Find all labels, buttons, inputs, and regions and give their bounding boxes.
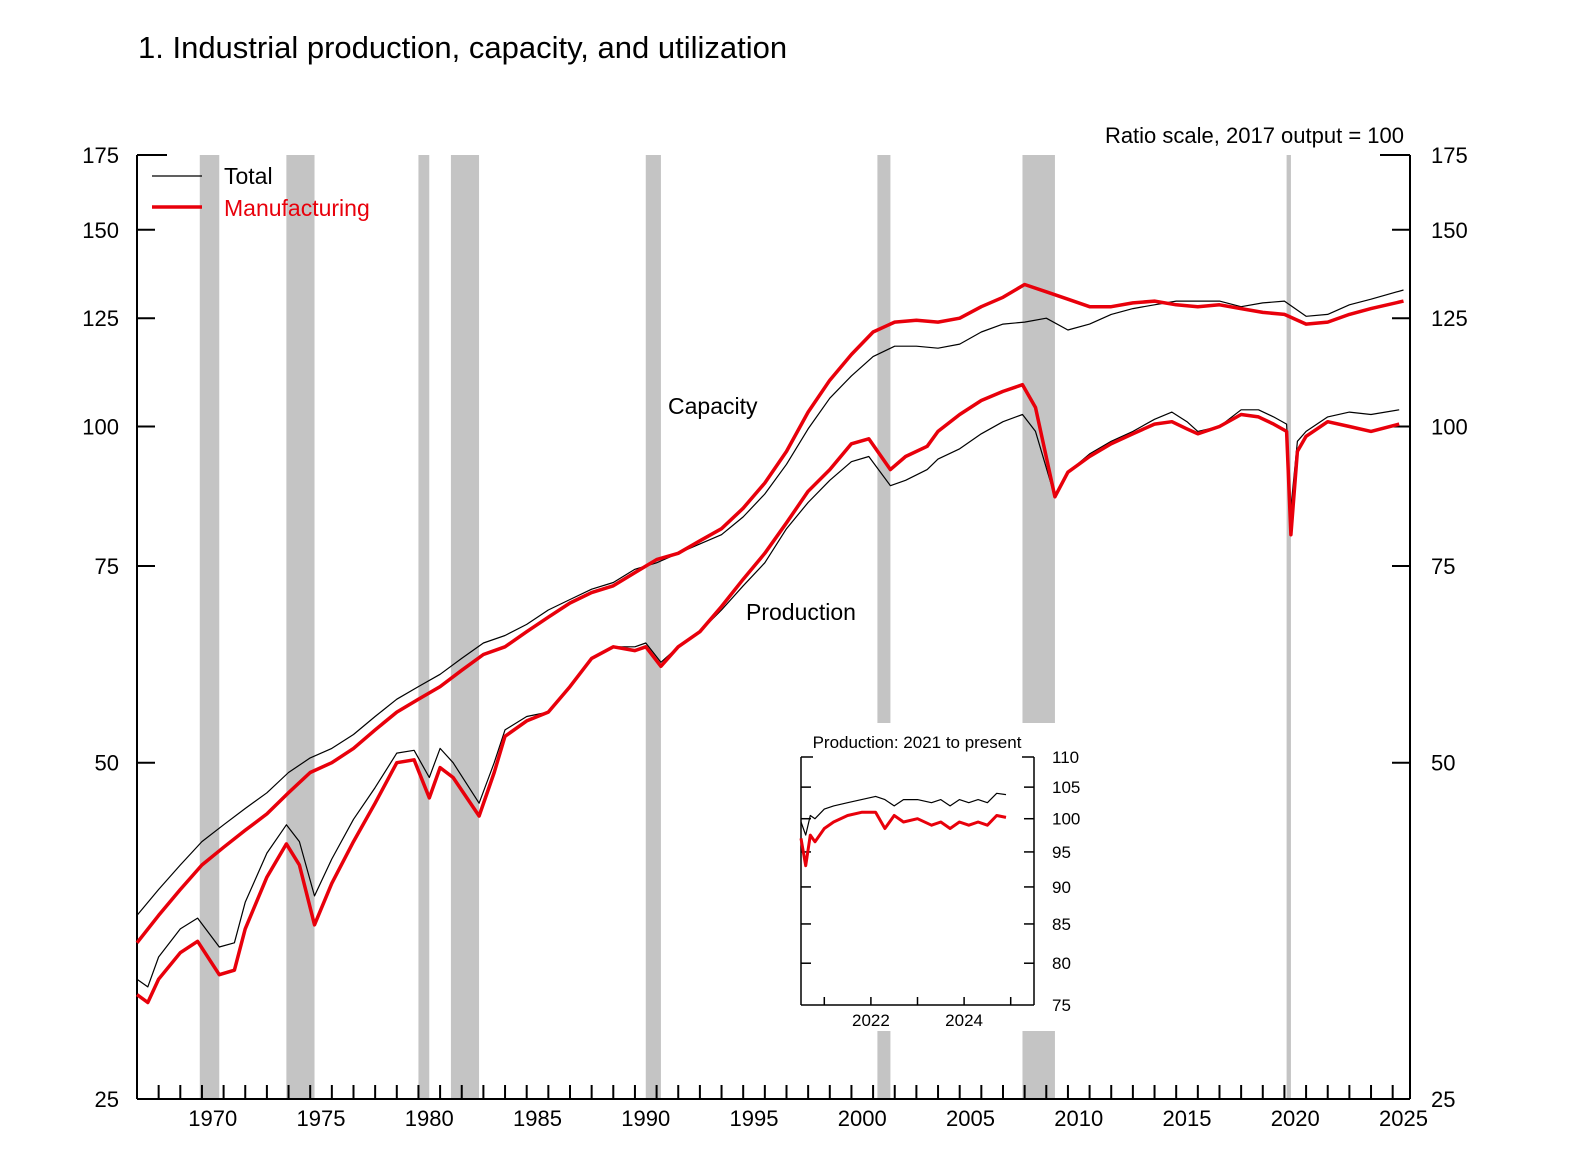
inset-title: Production: 2021 to present <box>813 733 1022 752</box>
x-tick-label: 1970 <box>188 1106 237 1131</box>
recession-bar <box>877 1031 891 1099</box>
y-tick-label-right: 50 <box>1431 751 1455 776</box>
inset-x-tick-label: 2022 <box>852 1011 890 1030</box>
recession-bar <box>1022 155 1055 723</box>
y-tick-label-right: 175 <box>1431 143 1468 168</box>
x-tick-label: 2015 <box>1163 1106 1212 1131</box>
annotation-production: Production <box>746 599 856 625</box>
recession-bar <box>1286 155 1291 1099</box>
recession-bar <box>418 155 430 1099</box>
inset-total-line <box>800 792 1007 836</box>
y-tick-label-right: 150 <box>1431 218 1468 243</box>
production-manufacturing-line <box>135 382 1400 1005</box>
y-tick-label-right: 100 <box>1431 414 1468 439</box>
x-tick-label: 2000 <box>838 1106 887 1131</box>
annotation-capacity: Capacity <box>668 393 758 419</box>
recession-bar <box>645 155 661 1099</box>
y-tick-label-left: 50 <box>95 751 119 776</box>
y-tick-label-right: 75 <box>1431 554 1455 579</box>
inset-y-tick-label: 100 <box>1052 810 1080 829</box>
inset-y-tick-label: 90 <box>1052 878 1071 897</box>
inset-y-tick-label: 110 <box>1052 748 1079 767</box>
inset-manufacturing-line <box>799 810 1007 868</box>
x-tick-label: 1980 <box>405 1106 454 1131</box>
y-tick-label-left: 150 <box>82 218 119 243</box>
recession-bar <box>450 155 480 1099</box>
y-tick-label-right: 125 <box>1431 306 1468 331</box>
x-tick-label: 2025 <box>1379 1106 1428 1131</box>
capacity-total-line <box>136 289 1404 916</box>
x-tick-label: 1990 <box>621 1106 670 1131</box>
x-tick-label: 2020 <box>1271 1106 1320 1131</box>
inset-x-tick-label: 2024 <box>945 1011 983 1030</box>
x-tick-label: 2005 <box>946 1106 995 1131</box>
inset-background <box>797 728 1059 1028</box>
capacity-manufacturing-line <box>135 282 1404 944</box>
recession-bar <box>877 155 891 723</box>
y-tick-label-left: 25 <box>95 1087 119 1112</box>
y-tick-label-left: 100 <box>82 414 119 439</box>
inset-y-tick-label: 85 <box>1052 915 1071 934</box>
x-tick-label: 1985 <box>513 1106 562 1131</box>
inset-y-tick-label: 95 <box>1052 843 1071 862</box>
x-tick-label: 2010 <box>1054 1106 1103 1131</box>
chart-title: 1. Industrial production, capacity, and … <box>138 30 788 65</box>
y-tick-label-right: 25 <box>1431 1087 1455 1112</box>
x-tick-label: 1995 <box>730 1106 779 1131</box>
y-tick-label-left: 75 <box>95 554 119 579</box>
recession-bar <box>1022 1031 1055 1099</box>
legend-label-manufacturing: Manufacturing <box>224 195 370 221</box>
recession-bar <box>286 155 315 1099</box>
inset-y-tick-label: 80 <box>1052 954 1071 973</box>
y-tick-label-left: 125 <box>82 306 119 331</box>
y-tick-label-left: 175 <box>82 143 119 168</box>
legend-label-total: Total <box>224 163 273 189</box>
inset-y-tick-label: 105 <box>1052 778 1080 797</box>
inset-y-tick-label: 75 <box>1052 996 1071 1015</box>
x-tick-label: 1975 <box>297 1106 346 1131</box>
scale-note: Ratio scale, 2017 output = 100 <box>1105 123 1404 148</box>
